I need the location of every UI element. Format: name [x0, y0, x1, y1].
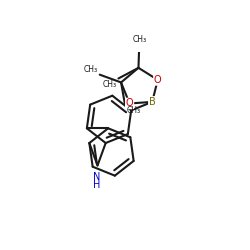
Text: H: H [93, 180, 100, 190]
Text: O: O [126, 98, 134, 108]
Text: CH₃: CH₃ [127, 106, 141, 115]
Text: CH₃: CH₃ [132, 35, 146, 44]
Text: B: B [149, 97, 156, 107]
Text: O: O [154, 75, 162, 85]
Text: N: N [93, 172, 100, 182]
Text: CH₃: CH₃ [103, 80, 117, 88]
Text: CH₃: CH₃ [84, 64, 98, 74]
